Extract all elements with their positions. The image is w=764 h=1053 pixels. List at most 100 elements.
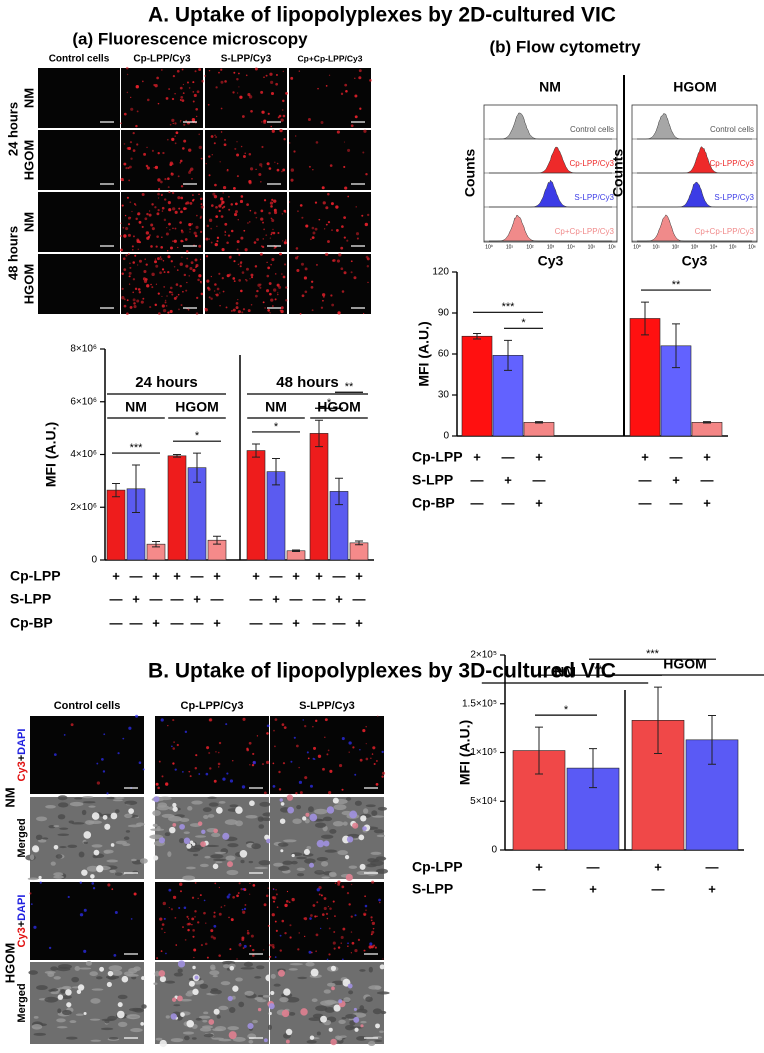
bright-cell xyxy=(65,989,72,996)
signal-dot xyxy=(174,227,177,230)
cell xyxy=(226,869,239,876)
signal-dot xyxy=(285,92,288,95)
error-bar xyxy=(672,323,680,369)
signal-dot xyxy=(255,216,258,219)
signal-dot xyxy=(307,117,311,121)
signal-dot xyxy=(282,240,284,242)
cell xyxy=(243,961,254,967)
signal-dot xyxy=(350,271,353,274)
cell xyxy=(29,854,35,861)
signal-dot xyxy=(288,901,291,904)
signal-dot xyxy=(275,929,278,932)
signal-dot xyxy=(189,231,191,233)
condition-mark: + xyxy=(112,568,120,583)
error-bar xyxy=(335,477,343,506)
cell xyxy=(59,827,69,830)
cell xyxy=(297,976,308,980)
signal-dot xyxy=(204,308,209,312)
signal-dot xyxy=(240,195,244,198)
nucleus-dot xyxy=(213,924,217,928)
signal-dot xyxy=(229,948,232,951)
condition-label: Cp-BP xyxy=(412,495,455,511)
signal-dot xyxy=(180,185,184,188)
cell xyxy=(81,809,87,816)
nucleus-dot xyxy=(272,888,275,891)
error-bar xyxy=(589,748,597,789)
signal-dot xyxy=(262,221,264,224)
condition-mark: — xyxy=(502,449,515,464)
signal-dot xyxy=(260,180,262,183)
cell xyxy=(211,832,221,838)
signal-dot xyxy=(150,283,152,286)
cell xyxy=(207,796,217,800)
signal-dot xyxy=(278,788,282,791)
cell xyxy=(204,855,211,859)
cell xyxy=(311,998,318,1003)
signal-dot xyxy=(128,271,132,275)
signal-dot xyxy=(372,746,376,750)
cell xyxy=(53,875,64,879)
nucleus-dot xyxy=(183,906,187,910)
micrograph xyxy=(269,880,384,961)
signal-dot xyxy=(305,224,309,228)
cell xyxy=(238,1001,245,1008)
signal-dot xyxy=(220,107,223,110)
signal-dot xyxy=(381,771,386,775)
condition-mark: + xyxy=(535,449,543,464)
signal-dot xyxy=(193,93,197,98)
bright-cell xyxy=(192,965,196,970)
cell xyxy=(277,842,289,847)
signal-dot xyxy=(230,918,234,922)
signal-dot xyxy=(345,90,348,93)
signal-dot xyxy=(128,179,131,182)
nucleus-dot xyxy=(348,741,352,745)
signal-dot xyxy=(186,81,189,84)
cell xyxy=(376,834,385,838)
signal-dot xyxy=(233,280,236,283)
signal-dot xyxy=(146,166,150,170)
cell xyxy=(321,876,331,879)
condition-label: Cp-LPP xyxy=(10,568,61,584)
stain-part: Cy3 xyxy=(16,927,28,947)
signal-dot xyxy=(167,250,169,252)
signal-dot xyxy=(371,753,374,755)
signal-dot xyxy=(232,186,236,190)
significance-label: ** xyxy=(345,381,354,393)
nucleus-dot xyxy=(222,777,226,781)
signal-dot xyxy=(236,240,240,244)
signal-dot xyxy=(303,917,306,920)
signal-dot xyxy=(194,916,196,918)
bright-cell xyxy=(227,861,234,868)
cell xyxy=(177,968,183,973)
cell xyxy=(96,976,103,980)
signal-dot xyxy=(320,121,324,124)
sample-label: Control cells xyxy=(570,125,614,134)
nucleus-dot xyxy=(341,737,345,741)
cell xyxy=(130,1028,143,1033)
nucleus-dot xyxy=(205,772,209,776)
signal-dot xyxy=(365,725,367,728)
signal-dot xyxy=(275,893,278,896)
cell xyxy=(57,802,69,808)
cell xyxy=(258,824,265,829)
condition-mark: — xyxy=(333,568,346,583)
signal-dot xyxy=(129,141,133,144)
condition-mark: — xyxy=(502,495,515,510)
bright-cell xyxy=(117,1002,123,1008)
cell xyxy=(212,1028,223,1032)
signal-dot xyxy=(173,265,176,268)
signal-dot xyxy=(186,281,188,284)
signal-dot xyxy=(275,889,277,891)
bright-cell xyxy=(153,796,160,803)
condition-mark: — xyxy=(250,615,263,630)
image-background xyxy=(289,130,371,190)
signal-dot xyxy=(171,191,175,195)
signal-dot xyxy=(271,913,275,917)
signal-dot xyxy=(121,272,124,275)
signal-dot xyxy=(281,213,283,215)
signal-dot xyxy=(186,915,189,918)
signal-dot xyxy=(230,309,233,312)
bar xyxy=(349,542,369,561)
signal-dot xyxy=(329,164,333,167)
cell xyxy=(133,966,141,972)
